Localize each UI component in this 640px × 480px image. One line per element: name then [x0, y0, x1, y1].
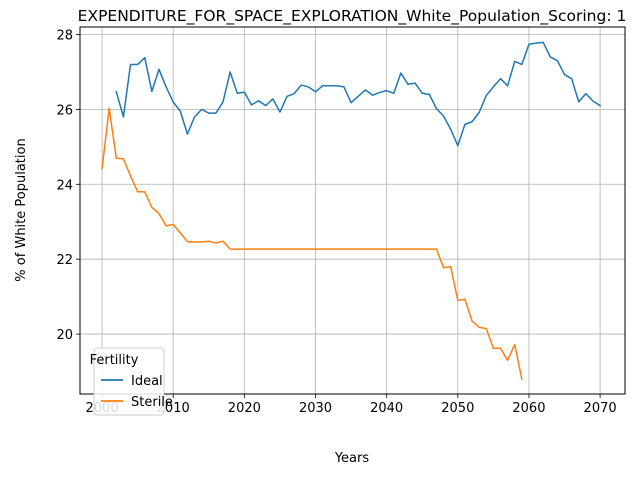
x-tick-label: 2030	[299, 401, 332, 416]
legend: Fertility Ideal Sterile	[90, 347, 173, 416]
y-tick-label: 20	[56, 328, 73, 343]
y-axis-label: % of White Population	[14, 138, 29, 281]
x-tick-label: 2060	[512, 401, 545, 416]
x-tick-label: 2070	[584, 401, 617, 416]
y-tick-label: 24	[56, 178, 73, 193]
grid	[80, 27, 625, 394]
y-tick-label: 28	[56, 28, 73, 43]
series-line-sterile	[101, 107, 523, 380]
x-axis-label: Years	[334, 451, 370, 466]
y-tick-label: 26	[56, 103, 73, 118]
x-tick-label: 2010	[157, 401, 190, 416]
legend-label-ideal: Ideal	[131, 374, 163, 389]
chart-title: EXPENDITURE_FOR_SPACE_EXPLORATION_White_…	[78, 7, 627, 26]
x-tick-label: 2020	[228, 401, 261, 416]
plot-frame	[79, 26, 626, 395]
y-tick-label: 22	[56, 253, 73, 268]
series-line-ideal	[115, 41, 602, 147]
legend-title: Fertility	[90, 353, 139, 368]
x-tick-label: 2050	[441, 401, 474, 416]
legend-box	[93, 347, 165, 416]
plot-lines	[101, 41, 602, 380]
x-tick-label: 2040	[370, 401, 403, 416]
legend-label-sterile: Sterile	[131, 395, 173, 410]
